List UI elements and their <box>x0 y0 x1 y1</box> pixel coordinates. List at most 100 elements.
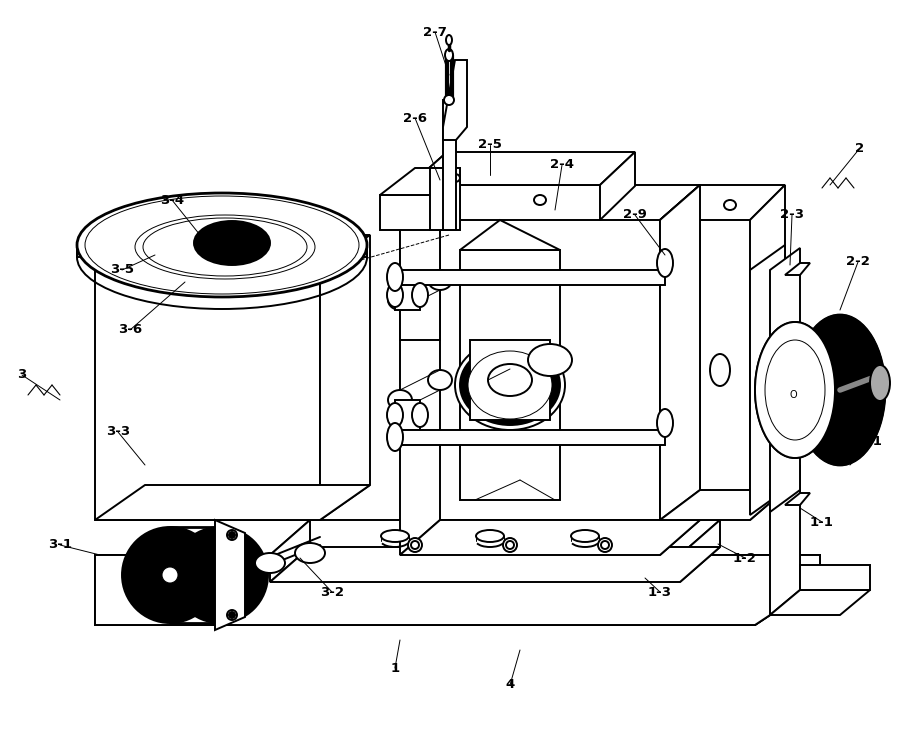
Ellipse shape <box>197 224 267 262</box>
Polygon shape <box>410 152 446 220</box>
Polygon shape <box>660 490 784 520</box>
Polygon shape <box>400 185 700 220</box>
Ellipse shape <box>710 354 729 386</box>
Polygon shape <box>469 340 549 420</box>
Ellipse shape <box>754 322 834 458</box>
Ellipse shape <box>172 527 268 623</box>
Ellipse shape <box>656 409 672 437</box>
Ellipse shape <box>122 527 218 623</box>
Polygon shape <box>95 555 819 598</box>
Ellipse shape <box>387 290 412 310</box>
Text: 1-2: 1-2 <box>732 551 756 565</box>
Polygon shape <box>400 185 439 555</box>
Polygon shape <box>443 100 456 230</box>
Ellipse shape <box>794 315 884 465</box>
Polygon shape <box>459 250 559 500</box>
Polygon shape <box>429 168 459 230</box>
Ellipse shape <box>386 283 403 307</box>
Polygon shape <box>394 280 420 310</box>
Ellipse shape <box>467 351 551 419</box>
Text: 2-9: 2-9 <box>622 208 646 222</box>
Polygon shape <box>599 152 634 220</box>
Ellipse shape <box>427 370 452 390</box>
Polygon shape <box>769 248 799 512</box>
Ellipse shape <box>143 218 307 276</box>
Ellipse shape <box>77 193 366 297</box>
Polygon shape <box>77 245 366 257</box>
Text: 2-6: 2-6 <box>403 111 426 124</box>
Text: 2-2: 2-2 <box>845 255 869 269</box>
Ellipse shape <box>764 340 824 440</box>
Polygon shape <box>95 485 370 520</box>
Ellipse shape <box>598 538 611 552</box>
Polygon shape <box>95 555 819 625</box>
Text: 3-5: 3-5 <box>110 263 134 277</box>
Ellipse shape <box>255 553 284 573</box>
Ellipse shape <box>194 221 270 265</box>
Ellipse shape <box>445 49 453 61</box>
Text: 3: 3 <box>17 369 26 381</box>
Ellipse shape <box>386 403 403 427</box>
Polygon shape <box>394 430 664 445</box>
Polygon shape <box>320 235 370 520</box>
Polygon shape <box>680 520 719 582</box>
Text: 3-1: 3-1 <box>48 539 72 551</box>
Ellipse shape <box>412 283 427 307</box>
Polygon shape <box>784 263 809 275</box>
Polygon shape <box>749 185 784 520</box>
Ellipse shape <box>754 322 834 458</box>
Polygon shape <box>95 270 320 520</box>
Polygon shape <box>270 520 310 582</box>
Ellipse shape <box>455 340 565 430</box>
Ellipse shape <box>487 364 531 396</box>
Ellipse shape <box>227 610 237 620</box>
Polygon shape <box>380 168 459 195</box>
Polygon shape <box>769 590 869 615</box>
Polygon shape <box>394 400 420 430</box>
Ellipse shape <box>527 344 571 376</box>
Ellipse shape <box>444 95 454 105</box>
Text: 2-3: 2-3 <box>779 208 804 222</box>
Ellipse shape <box>85 196 359 294</box>
Polygon shape <box>95 555 819 625</box>
Text: O: O <box>788 390 796 400</box>
Polygon shape <box>215 520 245 630</box>
Ellipse shape <box>128 533 211 617</box>
Polygon shape <box>459 220 559 250</box>
Text: 3-3: 3-3 <box>106 425 130 439</box>
Polygon shape <box>270 547 719 582</box>
Polygon shape <box>660 185 700 520</box>
Polygon shape <box>95 235 370 270</box>
Ellipse shape <box>476 530 504 542</box>
Ellipse shape <box>427 270 452 290</box>
Text: 2: 2 <box>855 141 864 155</box>
Polygon shape <box>660 185 784 220</box>
Text: 1-1: 1-1 <box>809 515 833 528</box>
Polygon shape <box>799 565 869 590</box>
Ellipse shape <box>794 315 884 465</box>
Ellipse shape <box>294 543 324 563</box>
Ellipse shape <box>534 195 546 205</box>
Text: 1: 1 <box>390 662 399 674</box>
Ellipse shape <box>387 390 412 410</box>
Ellipse shape <box>600 541 609 549</box>
Ellipse shape <box>459 345 559 425</box>
Ellipse shape <box>412 403 427 427</box>
Ellipse shape <box>506 541 514 549</box>
Text: 2-1: 2-1 <box>857 436 881 448</box>
Polygon shape <box>749 245 784 515</box>
Text: 4: 4 <box>505 679 514 692</box>
Text: 1-3: 1-3 <box>648 586 671 598</box>
Ellipse shape <box>869 365 889 401</box>
Polygon shape <box>380 195 459 230</box>
Polygon shape <box>400 520 700 555</box>
Polygon shape <box>95 598 754 625</box>
Polygon shape <box>769 465 799 615</box>
Ellipse shape <box>162 567 178 583</box>
Text: 2-5: 2-5 <box>477 138 501 152</box>
Text: 2-4: 2-4 <box>549 158 573 171</box>
Ellipse shape <box>503 538 517 552</box>
Ellipse shape <box>386 423 403 451</box>
Ellipse shape <box>229 532 235 538</box>
Text: 3-6: 3-6 <box>118 324 142 336</box>
